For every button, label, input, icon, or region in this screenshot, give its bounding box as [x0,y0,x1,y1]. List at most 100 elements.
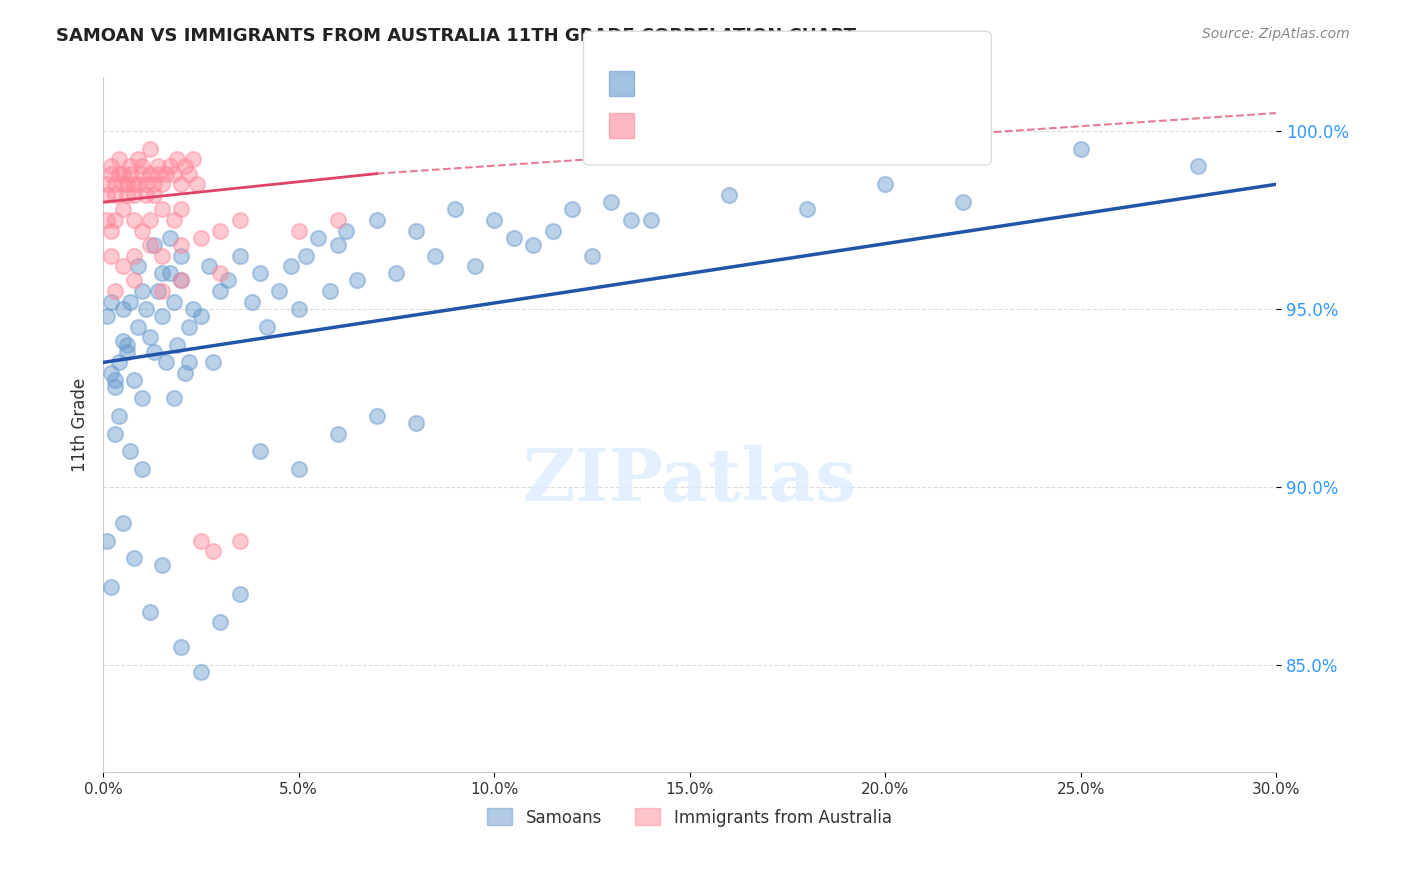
Point [425,248,447,262]
Point [150,284,173,298]
Text: R = 0.296    N = 88: R = 0.296 N = 88 [640,76,815,94]
Point [111,334,134,348]
Point [170,248,193,262]
Point [186,178,208,192]
Point [124,213,146,227]
Point [115,188,138,202]
Point [162,294,184,309]
Point [295,248,318,262]
Point [287,301,309,316]
Point [120,444,142,458]
Point [111,167,134,181]
Point [124,373,146,387]
Point [146,284,169,298]
Point [96,533,118,548]
Point [249,444,271,458]
Point [581,248,603,262]
Point [107,153,129,167]
Point [280,259,302,273]
Point [541,224,564,238]
Point [150,558,173,573]
Point [162,167,184,181]
Point [100,294,122,309]
Point [229,248,252,262]
Point [120,294,142,309]
Point [155,355,177,369]
Point [100,248,122,262]
Point [115,178,138,192]
Point [240,294,263,309]
Point [104,426,127,441]
Point [209,266,232,280]
Point [127,259,149,273]
Point [139,238,162,252]
Point [143,178,166,192]
Point [159,266,181,280]
Point [319,284,342,298]
Point [111,301,134,316]
Point [139,167,162,181]
Point [179,355,201,369]
Point [150,309,173,323]
Point [444,202,467,217]
Point [135,178,157,192]
Point [104,373,127,387]
Point [111,516,134,530]
Point [100,224,122,238]
Point [139,213,162,227]
Point [482,213,505,227]
Point [201,544,224,558]
Point [150,202,173,217]
Point [170,178,193,192]
Point [229,587,252,601]
Point [131,167,153,181]
Point [96,309,118,323]
Point [267,284,290,298]
Point [115,337,138,351]
Point [96,213,118,227]
Point [181,153,204,167]
Point [366,409,388,423]
Point [717,188,740,202]
Point [139,330,162,344]
Point [127,178,149,192]
Point [190,665,212,680]
Point [131,160,153,174]
Point [100,167,122,181]
Point [135,188,157,202]
Point [104,178,127,192]
Point [190,533,212,548]
Point [146,160,169,174]
Point [127,153,149,167]
Point [405,224,427,238]
Point [131,391,153,405]
Point [405,416,427,430]
Point [181,301,204,316]
Point [217,273,239,287]
Point [139,142,162,156]
Point [170,202,193,217]
Point [170,238,193,252]
Point [640,213,662,227]
Point [100,366,122,380]
Point [104,284,127,298]
Point [150,248,173,262]
Point [143,344,166,359]
Point [796,202,818,217]
Point [326,213,349,227]
Point [124,248,146,262]
Point [107,355,129,369]
Point [150,266,173,280]
Point [190,309,212,323]
Point [209,615,232,630]
Point [131,284,153,298]
Point [107,167,129,181]
Point [111,178,134,192]
Point [111,202,134,217]
Point [170,273,193,287]
Point [197,259,219,273]
Point [385,266,408,280]
Point [159,231,181,245]
Point [120,167,142,181]
Point [464,259,486,273]
